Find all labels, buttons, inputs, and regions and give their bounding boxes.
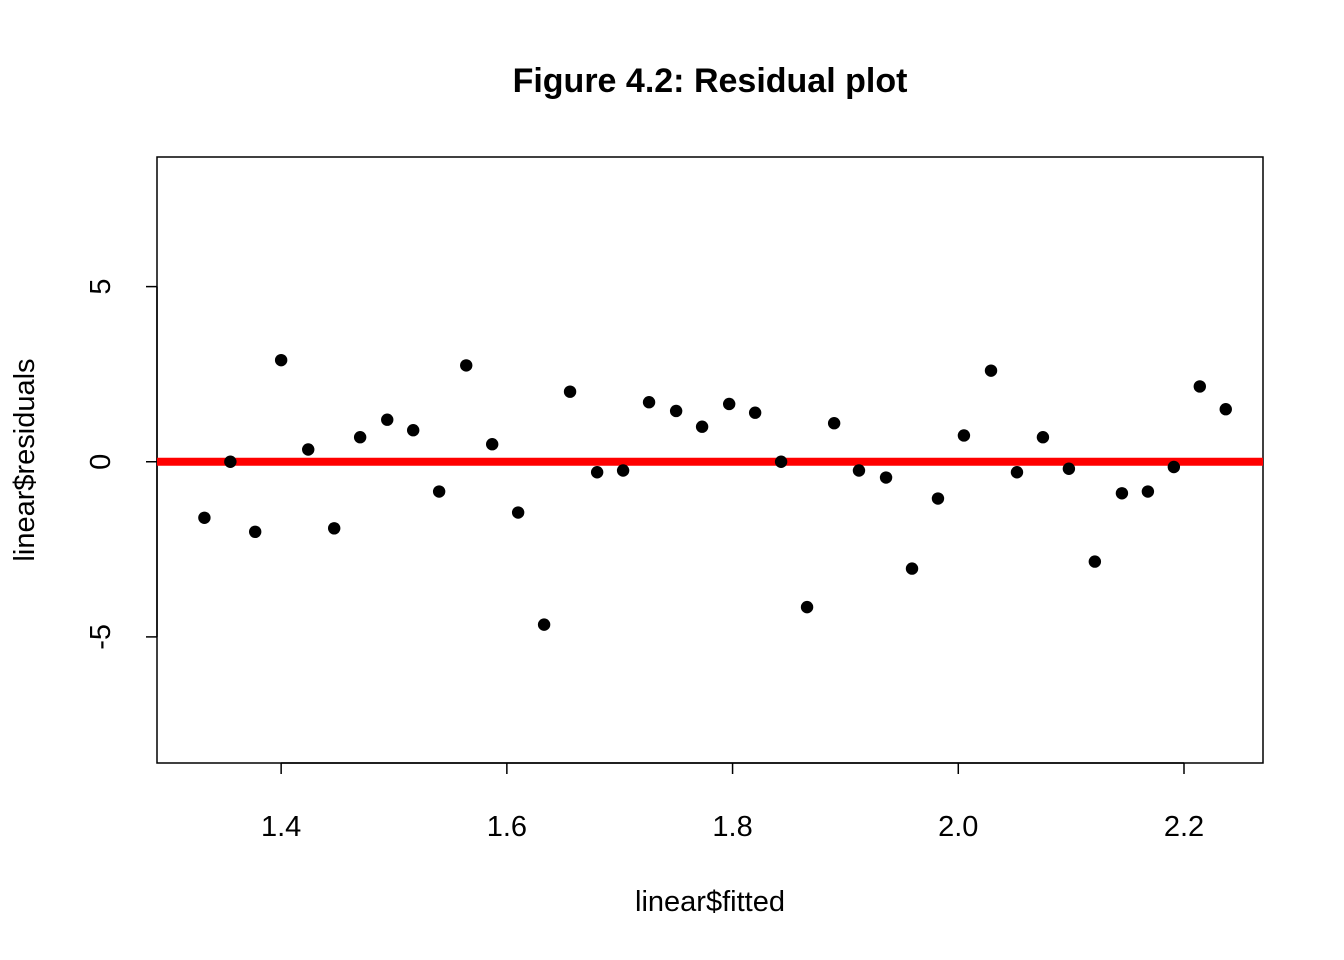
- x-axis-label: linear$fitted: [635, 886, 785, 918]
- data-point: [590, 466, 604, 479]
- data-point: [1062, 462, 1076, 475]
- data-point: [669, 404, 683, 418]
- data-points: [198, 353, 1232, 631]
- data-point: [642, 396, 656, 409]
- y-axis-label: linear$residuals: [9, 358, 41, 561]
- data-point: [432, 485, 446, 498]
- y-tick-label: 5: [85, 279, 117, 295]
- data-point: [1115, 487, 1129, 500]
- y-tick-label: 0: [85, 454, 117, 470]
- data-point: [800, 600, 814, 614]
- data-point: [224, 455, 237, 468]
- data-point: [931, 492, 945, 505]
- x-tick-label: 2.2: [1164, 811, 1204, 843]
- data-point: [327, 522, 341, 535]
- data-point: [748, 406, 762, 419]
- data-point: [827, 417, 841, 430]
- chart-title: Figure 4.2: Residual plot: [513, 62, 908, 100]
- x-tick-label: 1.8: [712, 811, 752, 843]
- data-point: [406, 424, 420, 437]
- data-point: [460, 359, 473, 372]
- data-point: [722, 397, 736, 411]
- x-tick-label: 1.6: [487, 811, 527, 843]
- y-tick-label: -5: [85, 624, 117, 650]
- data-point: [274, 353, 288, 367]
- data-point: [695, 420, 709, 433]
- data-point: [1219, 403, 1232, 416]
- data-point: [1088, 555, 1102, 568]
- data-point: [1036, 431, 1050, 444]
- data-point: [381, 413, 394, 426]
- data-point: [852, 464, 866, 477]
- data-point: [1141, 485, 1155, 498]
- data-point: [1167, 460, 1181, 474]
- data-point: [905, 562, 919, 575]
- data-point: [248, 525, 262, 539]
- data-point: [957, 429, 971, 442]
- data-point: [198, 511, 211, 524]
- x-axis: 1.4 1.6 1.8 2.0 2.2: [261, 762, 1204, 843]
- data-point: [353, 431, 367, 444]
- x-tick-label: 1.4: [261, 811, 301, 843]
- data-point: [563, 385, 577, 398]
- data-point: [511, 506, 525, 519]
- data-point: [616, 464, 630, 477]
- data-point: [984, 364, 998, 377]
- data-point: [1010, 466, 1024, 479]
- data-point: [485, 438, 499, 451]
- data-point: [537, 618, 551, 631]
- data-point: [879, 471, 893, 484]
- x-tick-label: 2.0: [938, 811, 978, 843]
- data-point: [774, 455, 788, 468]
- data-point: [302, 443, 315, 456]
- data-point: [1193, 380, 1207, 393]
